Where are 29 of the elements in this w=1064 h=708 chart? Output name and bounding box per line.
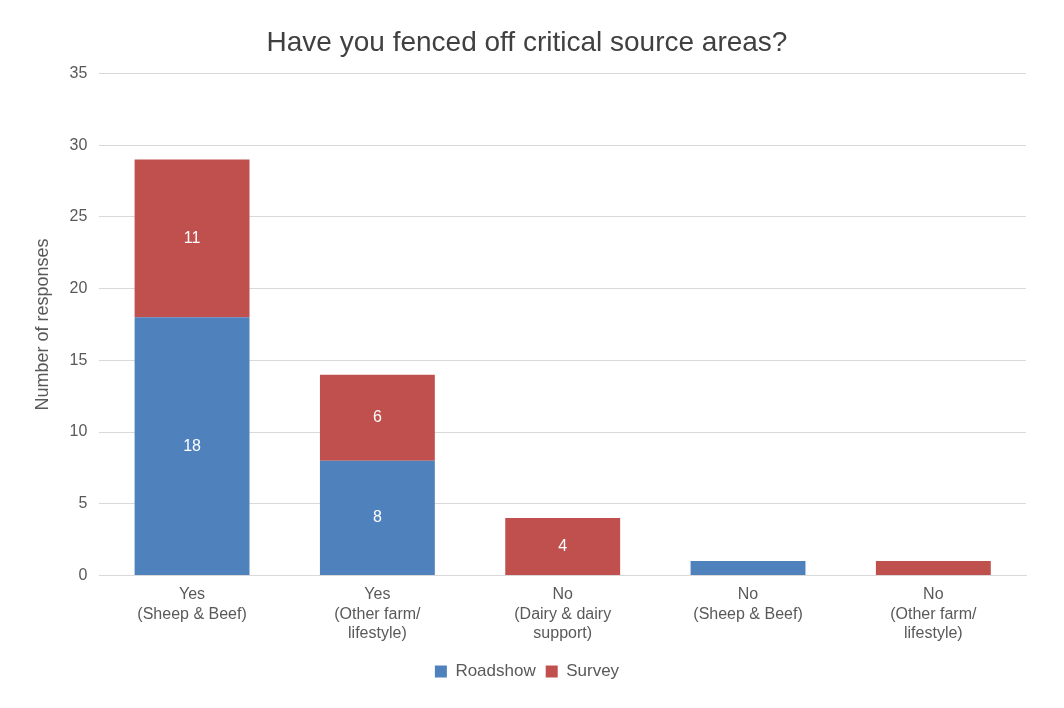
y-tick-label: 15 — [69, 350, 88, 368]
bar — [134, 317, 250, 575]
data-label: 4 — [558, 536, 568, 554]
y-tick-label: 0 — [78, 565, 88, 583]
y-tick-label: 20 — [69, 279, 88, 297]
bar — [875, 561, 991, 575]
y-tick-label: 25 — [69, 207, 88, 225]
y-axis-title: Number of responses — [31, 238, 52, 411]
data-label: 11 — [183, 228, 201, 246]
legend-label: Roadshow — [455, 661, 537, 681]
bar — [505, 518, 621, 575]
y-tick-label: 30 — [69, 135, 88, 153]
y-tick-label: 5 — [78, 494, 88, 512]
bar — [690, 561, 806, 575]
data-label: 8 — [372, 508, 382, 526]
legend-label: Survey — [566, 661, 620, 681]
y-tick-label: 35 — [69, 64, 88, 82]
x-tick-label: No (Other farm/ lifestyle) — [890, 585, 978, 641]
data-label: 18 — [183, 436, 202, 454]
x-tick-label: Yes (Sheep & Beef) — [137, 585, 247, 622]
bar — [319, 374, 435, 461]
x-tick-label: No (Sheep & Beef) — [693, 585, 803, 622]
x-tick-label: No (Dairy & dairy support) — [514, 585, 612, 641]
x-tick-label: Yes (Other farm/ lifestyle) — [334, 585, 422, 641]
data-label: 6 — [372, 408, 382, 426]
chart-title: Have you fenced off critical source areas? — [266, 25, 788, 57]
y-tick-label: 10 — [69, 422, 88, 440]
bar — [319, 460, 435, 575]
bar — [134, 159, 250, 318]
